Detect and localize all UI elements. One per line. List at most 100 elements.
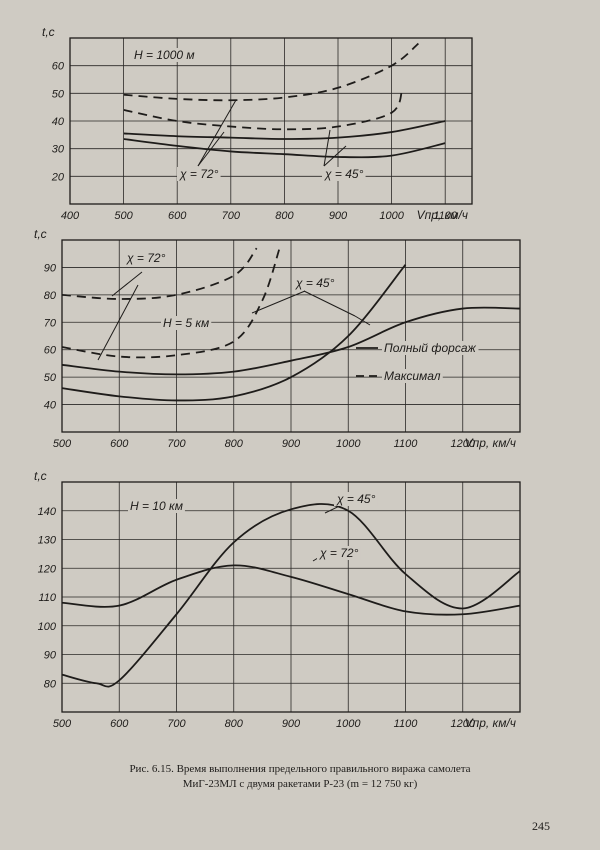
annotation-bg xyxy=(322,167,366,181)
legend-label: Полный форсаж xyxy=(384,341,476,355)
plot-frame xyxy=(69,37,473,205)
annotation: H = 1000 м xyxy=(134,48,195,62)
caption-line-1: Рис. 6.15. Время выполнения предельного … xyxy=(129,763,471,775)
figure-caption: Рис. 6.15. Время выполнения предельного … xyxy=(0,762,600,792)
chart-3: 500 600 700 800 900 1000 1100 1200 80 90 100 110 120… xyxy=(34,469,521,730)
series-line-solid xyxy=(123,120,446,140)
chart-2: 500 600 700 800 900 1000 1100 1200 40 50 60 70 80 90 t… xyxy=(34,227,521,450)
x-tick-label: 1200 xyxy=(451,718,476,730)
y-tick-label: 100 xyxy=(38,621,57,633)
annotation: χ = 72° xyxy=(319,546,359,560)
annotation: χ = 45° xyxy=(295,276,335,290)
y-axis-label: t,c xyxy=(42,25,55,39)
annotation-bg xyxy=(132,48,197,62)
series-line-dashed xyxy=(61,247,281,359)
x-tick-label: 500 xyxy=(53,718,72,730)
x-tick-label: 800 xyxy=(225,718,244,730)
page-number: 245 xyxy=(532,819,550,833)
y-tick-label: 70 xyxy=(44,317,57,329)
y-axis-label: t,c xyxy=(34,227,47,241)
x-tick-label: 900 xyxy=(282,718,301,730)
y-tick-label: 120 xyxy=(38,563,57,575)
y-tick-label: 40 xyxy=(52,116,65,128)
x-tick-label: 600 xyxy=(110,438,129,450)
leader-line xyxy=(303,290,356,317)
y-tick-label: 60 xyxy=(52,61,65,73)
leader-line xyxy=(197,131,225,167)
x-axis-label: Vпр, км/ч xyxy=(417,208,468,222)
annotation-bg xyxy=(124,251,168,265)
annotation-bg xyxy=(128,499,185,513)
y-axis-label: t,c xyxy=(34,469,47,483)
legend-bg xyxy=(382,341,479,355)
leader-line xyxy=(97,284,139,361)
y-tick-label: 110 xyxy=(38,592,56,604)
y-tick-label: 30 xyxy=(52,144,65,156)
y-tick-label: 80 xyxy=(44,290,57,302)
y-tick-label: 90 xyxy=(44,650,57,662)
y-tick-label: 40 xyxy=(44,400,57,412)
series-line-solid xyxy=(123,138,446,159)
series-line-dashed xyxy=(61,247,258,300)
leader-line xyxy=(323,129,331,167)
x-tick-label: 1200 xyxy=(451,438,476,450)
x-axis-label: Vпр, км/ч xyxy=(465,716,516,730)
annotation: χ = 72° xyxy=(126,251,166,265)
x-tick-label: 900 xyxy=(282,438,301,450)
x-tick-label: 700 xyxy=(167,438,186,450)
y-tick-label: 50 xyxy=(52,88,65,100)
x-axis-label: Vпр, км/ч xyxy=(465,436,516,450)
x-tick-label: 1100 xyxy=(433,210,458,222)
x-tick-label: 1000 xyxy=(336,718,361,730)
series-line-dashed xyxy=(123,42,419,102)
x-tick-label: 700 xyxy=(167,718,186,730)
caption-line-2: МиГ-23МЛ с двумя ракетами Р-23 (m = 12 7… xyxy=(182,778,418,790)
y-tick-label: 130 xyxy=(38,535,57,547)
y-tick-label: 20 xyxy=(51,171,65,183)
x-tick-label: 700 xyxy=(222,210,241,222)
annotation-bg xyxy=(161,316,212,330)
annotation-bg xyxy=(317,546,361,560)
x-tick-label: 500 xyxy=(114,210,133,222)
series-line-dashed xyxy=(123,87,404,131)
y-tick-label: 90 xyxy=(44,262,57,274)
plot-frame xyxy=(61,239,521,433)
x-tick-label: 600 xyxy=(168,210,187,222)
x-tick-label: 800 xyxy=(275,210,294,222)
annotation-bg xyxy=(177,167,221,181)
annotation: χ = 45° xyxy=(324,167,364,181)
series-line-solid xyxy=(61,306,521,376)
legend-label: Максимал xyxy=(384,369,441,383)
x-tick-label: 1100 xyxy=(394,718,419,730)
series-line-solid xyxy=(61,264,407,402)
plot-frame xyxy=(61,481,521,713)
annotation-bg xyxy=(334,492,378,506)
series-line-solid xyxy=(61,503,521,688)
y-tick-label: 50 xyxy=(44,372,57,384)
leader-line xyxy=(197,99,237,167)
x-tick-label: 400 xyxy=(61,210,80,222)
chart-1: 400 500 600 700 800 900 1000 1100 20 30 40 50 60 t,c V… xyxy=(42,25,473,222)
x-tick-label: 900 xyxy=(329,210,348,222)
y-tick-label: 60 xyxy=(44,345,57,357)
y-tick-label: 80 xyxy=(44,678,57,690)
legend-bg xyxy=(382,369,443,383)
leader-line xyxy=(323,145,347,167)
annotation-bg xyxy=(293,276,337,290)
x-tick-label: 800 xyxy=(225,438,244,450)
annotation: H = 10 км xyxy=(130,499,183,513)
x-tick-label: 1000 xyxy=(379,210,404,222)
leader-line xyxy=(251,290,306,314)
y-tick-label: 140 xyxy=(38,506,57,518)
x-tick-label: 600 xyxy=(110,718,129,730)
leader-line xyxy=(354,315,371,326)
leader-line xyxy=(111,271,143,297)
annotation: χ = 45° xyxy=(336,492,376,506)
annotation: χ = 72° xyxy=(179,167,219,181)
series-line-solid xyxy=(61,564,521,616)
x-tick-label: 500 xyxy=(53,438,72,450)
annotation: H = 5 км xyxy=(163,316,209,330)
x-tick-label: 1000 xyxy=(336,438,361,450)
x-tick-label: 1100 xyxy=(394,438,419,450)
figure-charts: 400 500 600 700 800 900 1000 1100 20 30 40 50 60 t,c V… xyxy=(34,25,521,730)
